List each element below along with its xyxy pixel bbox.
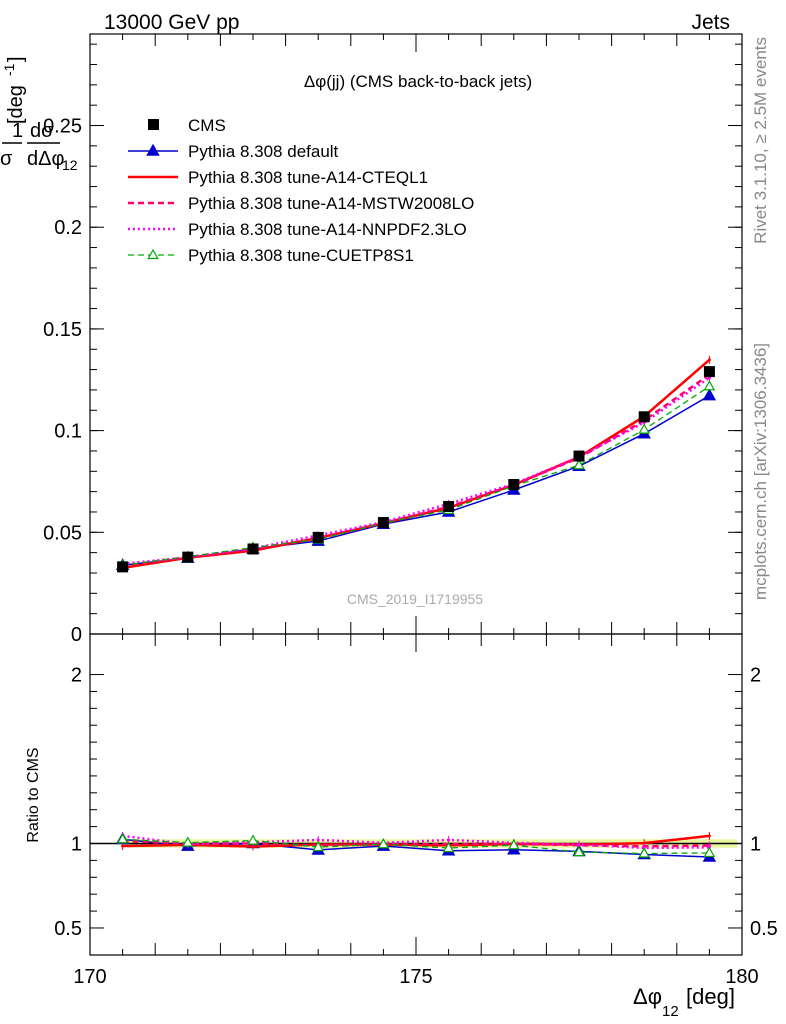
- series-line: [122, 839, 710, 848]
- series-nnpdf: [121, 373, 711, 568]
- rivet-version-label: Rivet 3.1.10, ≥ 2.5M events: [751, 37, 770, 244]
- cms-data-point: [182, 551, 194, 563]
- series-line: [122, 373, 711, 568]
- y-tick-label: 0.05: [43, 522, 82, 544]
- series-line: [122, 385, 710, 566]
- series-line: [122, 394, 710, 566]
- header-right: Jets: [691, 11, 730, 34]
- cms-data-point: [638, 411, 650, 423]
- data-point: [316, 838, 320, 842]
- series-cms: [117, 366, 715, 573]
- series-line: [122, 838, 710, 855]
- svg-text:-1: -1: [1, 63, 17, 76]
- data-point: [702, 388, 717, 401]
- data-point: [573, 845, 585, 857]
- data-point: [442, 841, 455, 853]
- data-point: [447, 838, 451, 842]
- series-cteql1: [121, 355, 711, 572]
- series-cuetp8s1: [116, 380, 716, 570]
- main-y-axis-label: 1 σ dσ dΔφ 12 [deg -1 ]: [0, 56, 78, 173]
- cms-data-point: [377, 517, 389, 529]
- svg-text:12: 12: [62, 157, 78, 173]
- legend-label: Pythia 8.308 tune-A14-NNPDF2.3LO: [188, 220, 467, 239]
- legend: CMS Pythia 8.308 default Pythia 8.308 tune…: [128, 116, 474, 265]
- svg-text:[deg]: [deg]: [686, 984, 735, 1009]
- y-tick-label: 0.25: [43, 116, 82, 138]
- series-line: [122, 376, 711, 566]
- legend-marker: [148, 119, 159, 130]
- y-tick-label-right: 1: [750, 833, 761, 855]
- cms-data-point: [312, 531, 324, 543]
- x-tick-label: 180: [725, 966, 758, 988]
- y-tick-label: 0.2: [54, 217, 82, 239]
- legend-label: CMS: [188, 116, 226, 135]
- cms-data-point: [703, 366, 715, 378]
- y-tick-label: 0.15: [43, 319, 82, 341]
- y-tick-label-right: 2: [750, 665, 761, 687]
- mcplots-label: mcplots.cern.ch [arXiv:1306.3436]: [751, 343, 770, 600]
- legend-item-cuetp8s1: Pythia 8.308 tune-CUETP8S1: [128, 246, 414, 265]
- data-point: [638, 847, 650, 858]
- svg-text:[deg: [deg: [5, 85, 27, 124]
- svg-text:12: 12: [662, 1003, 679, 1020]
- x-tick-label: 175: [399, 966, 432, 988]
- data-point: [703, 846, 716, 858]
- legend-label: Pythia 8.308 tune-A14-MSTW2008LO: [188, 194, 474, 213]
- legend-label: Pythia 8.308 tune-CUETP8S1: [188, 246, 414, 265]
- cms-data-point: [508, 479, 520, 491]
- y-tick-label: 1: [71, 833, 82, 855]
- ratio-frame: [89, 633, 743, 956]
- svg-text:dσ: dσ: [30, 120, 54, 142]
- series-line: [122, 358, 711, 570]
- data-point: [247, 834, 259, 845]
- y-tick-label: 0.5: [54, 918, 82, 940]
- data-point: [707, 834, 711, 838]
- legend-marker: [147, 248, 159, 260]
- svg-text:]: ]: [5, 56, 27, 62]
- series-mstw: [121, 370, 711, 570]
- data-point: [377, 837, 390, 849]
- data-point: [577, 843, 581, 847]
- legend-label: Pythia 8.308 tune-A14-CTEQL1: [188, 168, 428, 187]
- svg-text:Δφ: Δφ: [633, 984, 662, 1009]
- ratio-panel: 0.5 0.5 1 1 2 2 170 175 180: [54, 633, 778, 988]
- legend-title: Δφ(jj) (CMS back-to-back jets): [304, 72, 532, 91]
- data-point: [703, 380, 716, 391]
- series-cuetp8s1: [116, 833, 716, 858]
- svg-text:1: 1: [12, 120, 23, 142]
- cms-data-point: [573, 450, 585, 462]
- y-tick-label: 0: [71, 624, 82, 646]
- y-tick-label-right: 0.5: [750, 918, 778, 940]
- x-tick-label: 170: [73, 966, 106, 988]
- legend-label: Pythia 8.308 default: [188, 142, 339, 161]
- ratio-y-axis-label: Ratio to CMS: [25, 747, 42, 842]
- data-point: [121, 844, 125, 848]
- data-point: [116, 833, 129, 844]
- main-panel: 0.05 0.1 0.15 0.2 0.25 0: [43, 33, 743, 646]
- legend-item-cteql1: Pythia 8.308 tune-A14-CTEQL1: [128, 168, 428, 187]
- legend-item-cms: CMS: [148, 116, 226, 135]
- legend-item-default: Pythia 8.308 default: [128, 142, 339, 161]
- data-point: [573, 458, 585, 470]
- svg-text:dΔφ: dΔφ: [27, 148, 64, 170]
- svg-text:σ: σ: [0, 148, 13, 170]
- data-point: [312, 840, 324, 852]
- data-point: [638, 423, 650, 434]
- cms-data-point: [247, 543, 259, 555]
- y-tick-label: 0.1: [54, 421, 82, 443]
- series-default: [115, 388, 717, 571]
- header-left: 13000 GeV pp: [104, 11, 239, 34]
- cms-data-point: [117, 561, 129, 573]
- x-axis-label: Δφ 12 [deg]: [633, 984, 735, 1020]
- legend-item-nnpdf: Pythia 8.308 tune-A14-NNPDF2.3LO: [128, 220, 467, 239]
- y-tick-label: 2: [71, 665, 82, 687]
- data-point: [182, 836, 194, 847]
- analysis-watermark: CMS_2019_I1719955: [347, 591, 483, 607]
- cms-data-point: [443, 500, 455, 512]
- data-point: [707, 358, 711, 362]
- legend-marker: [146, 143, 160, 156]
- data-point: [508, 838, 520, 850]
- legend-item-mstw: Pythia 8.308 tune-A14-MSTW2008LO: [128, 194, 474, 213]
